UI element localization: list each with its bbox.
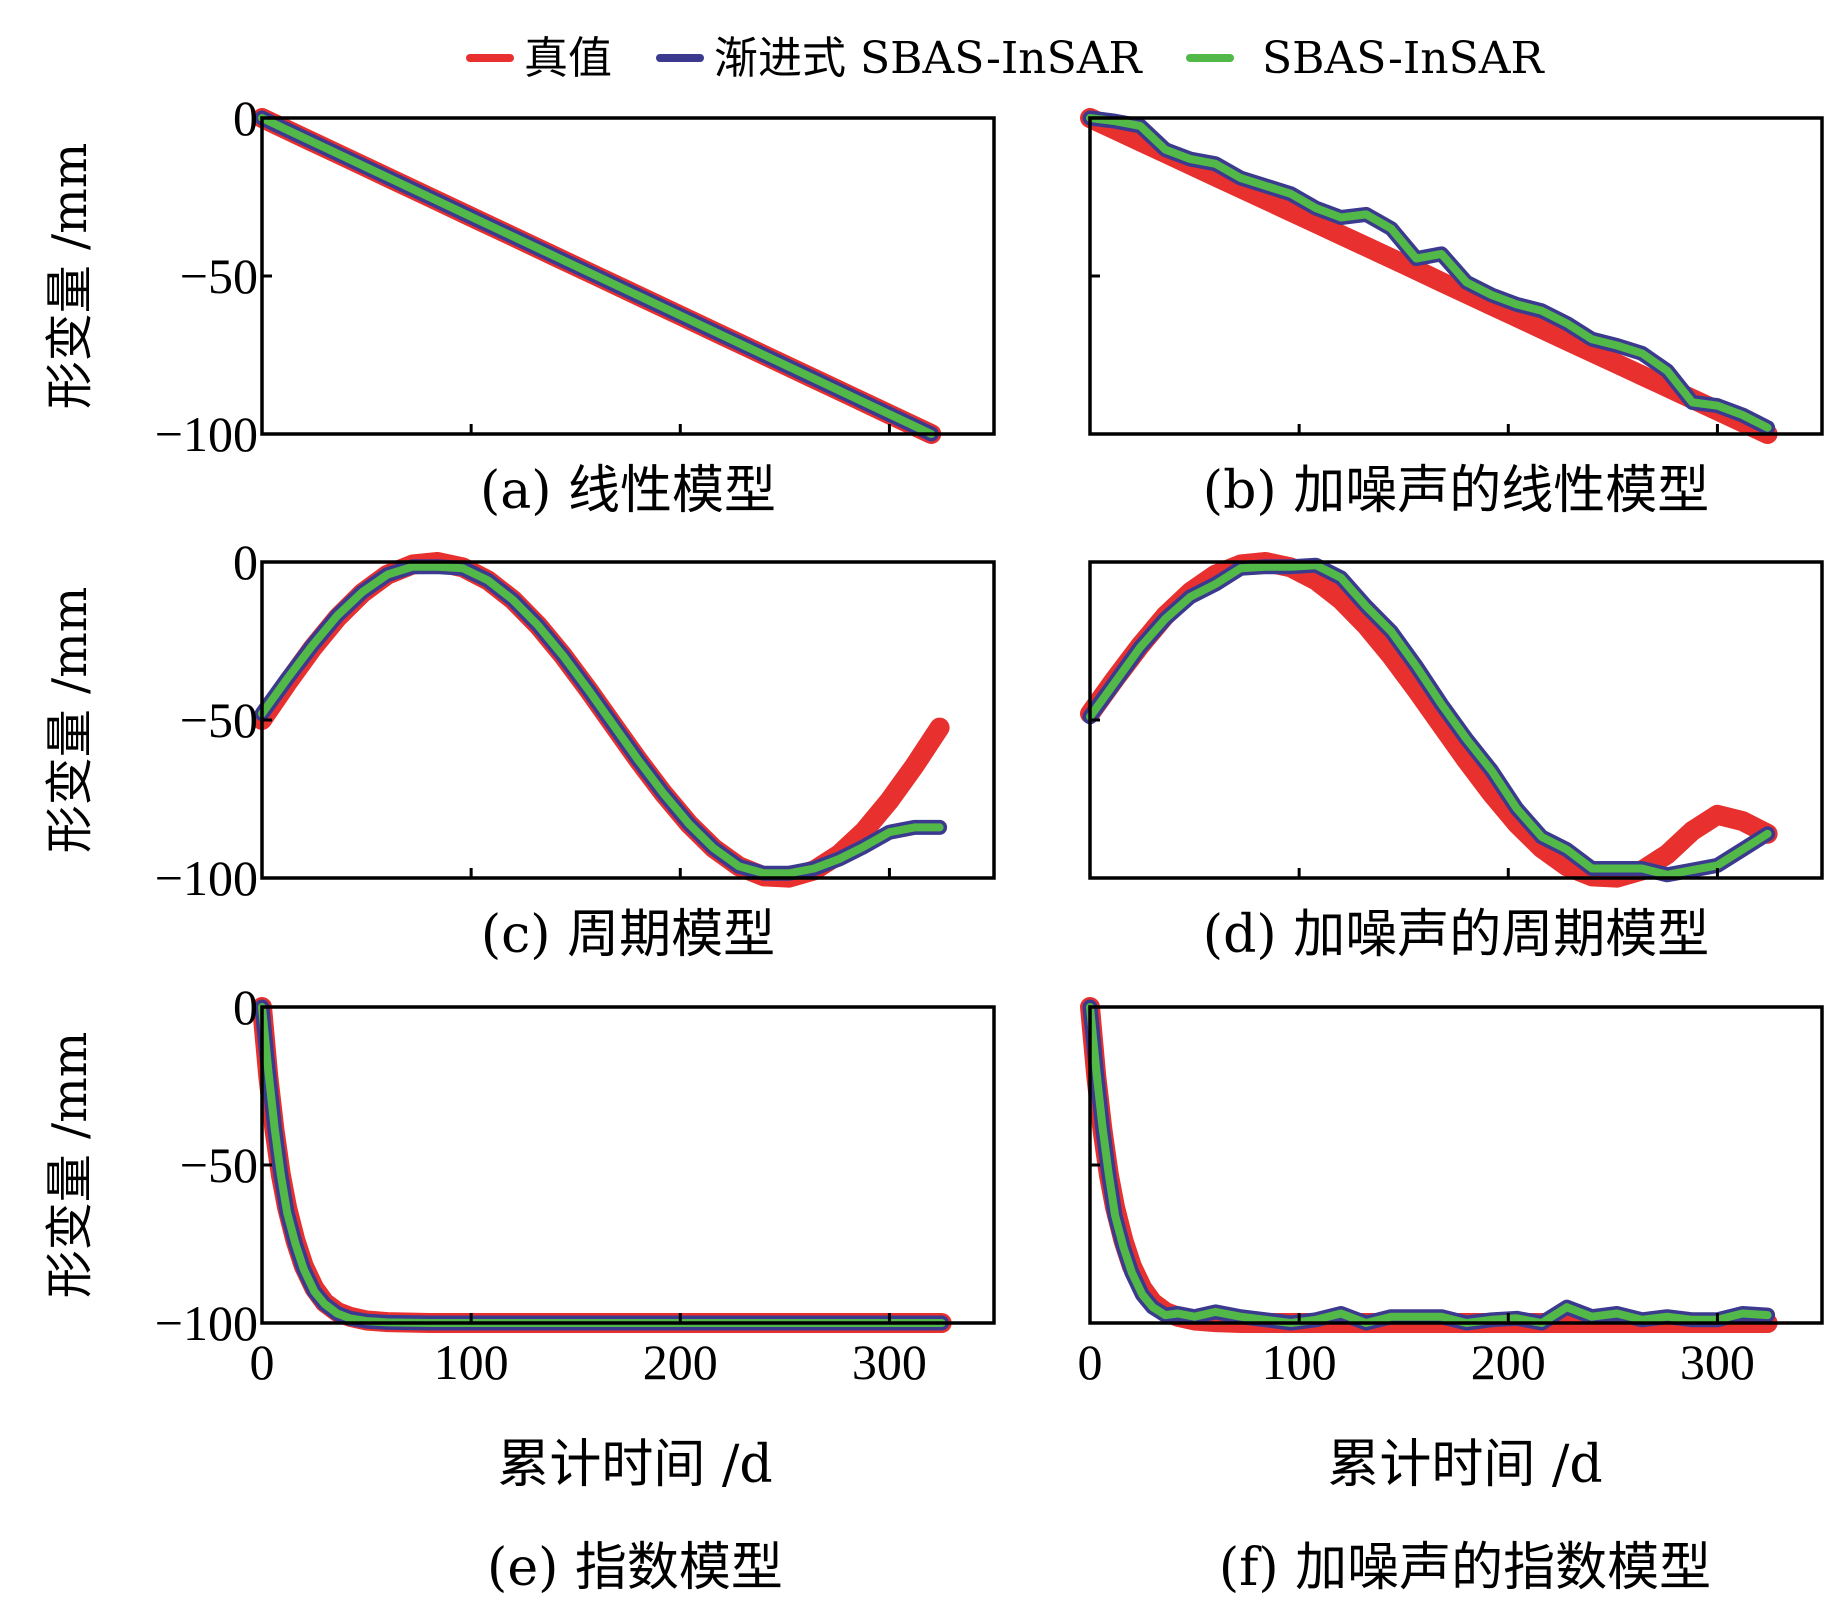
- panel-caption: (f) 加噪声的指数模型: [1219, 1538, 1711, 1598]
- series-line-true-value: [1080, 997, 1778, 1333]
- series-group: [252, 108, 942, 444]
- series-line-sbas-insar: [1086, 561, 1772, 879]
- y-tick-label: −100: [155, 406, 258, 462]
- y-axis-label: 形变量 /mm: [42, 1032, 98, 1298]
- legend: 真值 渐进式 SBAS-InSAR SBAS-InSAR: [466, 33, 1546, 84]
- series-line-true-value: [252, 997, 952, 1333]
- legend-label-sbas: SBAS-InSAR: [1262, 33, 1546, 84]
- panel-caption: (a) 线性模型: [480, 461, 776, 521]
- y-tick-label: −50: [180, 1137, 258, 1193]
- panel-c-periodic: 0 −50 −100 形变量 /mm (c) 周期模型: [42, 534, 996, 965]
- panel-caption: (d) 加噪声的周期模型: [1203, 905, 1709, 965]
- ticks-group: 0 100 200 300: [1078, 1005, 1755, 1390]
- series-line-progressive-sbas-insar: [254, 999, 950, 1331]
- series-line-progressive-sbas-insar: [254, 559, 948, 881]
- y-tick-label: −100: [155, 1295, 258, 1351]
- panel-caption: (b) 加噪声的线性模型: [1203, 461, 1709, 521]
- ticks-group: [1088, 560, 1719, 880]
- series-group: [1080, 997, 1778, 1333]
- x-tick-label: 0: [250, 1334, 275, 1390]
- series-line-sbas-insar: [258, 1003, 946, 1327]
- series-group: [252, 997, 952, 1333]
- series-line-true-value: [1080, 108, 1778, 444]
- ticks-group: 0 −50 −100: [155, 90, 891, 462]
- plot-frame: [260, 1005, 996, 1325]
- panel-d-noisy-periodic: (d) 加噪声的周期模型: [1080, 552, 1824, 965]
- panel-b-noisy-linear: (b) 加噪声的线性模型: [1080, 108, 1824, 521]
- y-tick-label: 0: [233, 90, 258, 146]
- panel-f-noisy-exponential: 0 100 200 300 累计时间 /d (f) 加噪声的指数模型: [1078, 997, 1824, 1598]
- y-tick-label: 0: [233, 979, 258, 1035]
- plot-frame: [1088, 1005, 1824, 1325]
- x-axis-label: 累计时间 /d: [497, 1435, 772, 1495]
- series-line-sbas-insar: [1086, 1003, 1772, 1327]
- x-tick-label: 300: [1680, 1334, 1755, 1390]
- panel-caption: (e) 指数模型: [487, 1538, 783, 1598]
- ticks-group: [1088, 116, 1719, 436]
- series-group: [252, 552, 950, 888]
- panel-caption: (c) 周期模型: [481, 905, 775, 965]
- series-line-sbas-insar: [1086, 114, 1772, 432]
- y-axis-label: 形变量 /mm: [42, 143, 98, 409]
- series-line-sbas-insar: [258, 114, 936, 438]
- ticks-group: 0 −50 −100: [155, 534, 891, 906]
- y-tick-label: −100: [155, 850, 258, 906]
- x-tick-label: 100: [1262, 1334, 1337, 1390]
- x-tick-label: 0: [1078, 1334, 1103, 1390]
- series-line-sbas-insar: [258, 562, 944, 878]
- y-tick-label: 0: [233, 534, 258, 590]
- legend-label-true-value: 真值: [524, 33, 612, 84]
- y-tick-label: −50: [180, 248, 258, 304]
- series-line-true-value: [1080, 552, 1778, 888]
- series-line-progressive-sbas-insar: [1082, 999, 1776, 1331]
- x-tick-label: 300: [852, 1334, 927, 1390]
- legend-label-progressive: 渐进式 SBAS-InSAR: [714, 33, 1143, 84]
- series-group: [1080, 552, 1778, 888]
- series-group: [1080, 108, 1778, 444]
- x-tick-label: 200: [643, 1334, 718, 1390]
- x-tick-label: 200: [1471, 1334, 1546, 1390]
- y-tick-label: −50: [180, 692, 258, 748]
- x-tick-label: 100: [434, 1334, 509, 1390]
- panel-a-linear: 0 −50 −100 形变量 /mm (a) 线性模型: [42, 90, 996, 521]
- x-axis-label: 累计时间 /d: [1327, 1435, 1602, 1495]
- y-axis-label: 形变量 /mm: [42, 587, 98, 853]
